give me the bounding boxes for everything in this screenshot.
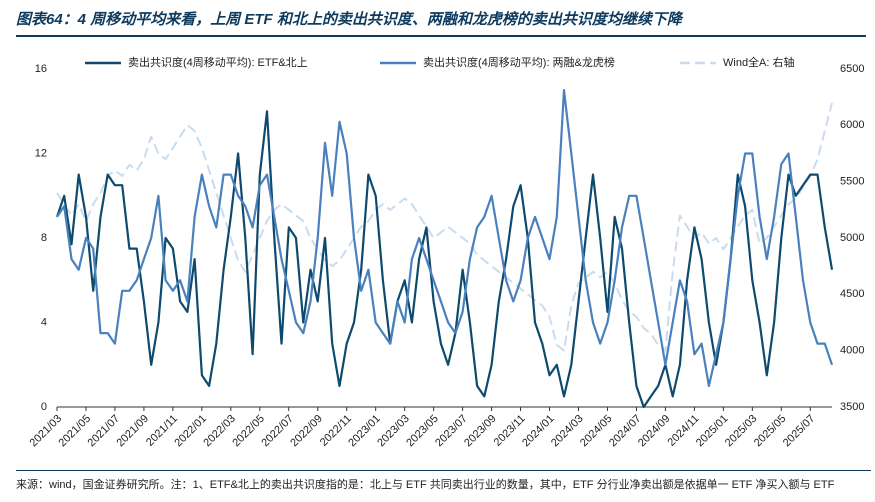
legend-label: Wind全A: 右轴 [723, 55, 795, 69]
y-tick-label: 4 [41, 316, 47, 328]
y-tick-label: 8 [41, 232, 47, 244]
series-line [55, 110, 834, 409]
y2-tick-label: 6500 [840, 63, 864, 75]
y-tick-label: 12 [35, 147, 47, 159]
y2-tick-label: 4500 [840, 288, 864, 300]
legend-label: 卖出共识度(4周移动平均): ETF&北上 [128, 55, 308, 69]
x-tick-label: 2025/07 [781, 413, 818, 450]
chart: 0 4 8 12 16 3500 4000 4500 5000 5500 6000 6500 2021/… [28, 55, 865, 450]
y2-tick-label: 4000 [840, 345, 864, 357]
x-tick-label: 2023/09 [462, 413, 499, 450]
chart-title: 图表64：4 周移动平均来看，上周 ETF 和北上的卖出共识度、两融和龙虎榜的卖… [16, 8, 866, 37]
y-tick-label: 0 [41, 401, 47, 413]
y2-tick-label: 5500 [840, 176, 864, 188]
y2-tick-label: 6000 [840, 119, 864, 131]
y2-tick-label: 5000 [840, 232, 864, 244]
series-line [56, 89, 834, 387]
legend-label: 卖出共识度(4周移动平均): 两融&龙虎榜 [423, 55, 615, 69]
x-tick-label: 2021/09 [114, 413, 151, 450]
y2-tick-label: 3500 [840, 401, 864, 413]
x-tick-label: 2024/09 [636, 413, 673, 450]
x-tick-label: 2022/09 [288, 413, 325, 450]
footnote: 来源：wind，国金证券研究所。注：1、ETF&北上的卖出共识度指的是：北上与 … [16, 470, 871, 492]
y-tick-label: 16 [35, 63, 47, 75]
